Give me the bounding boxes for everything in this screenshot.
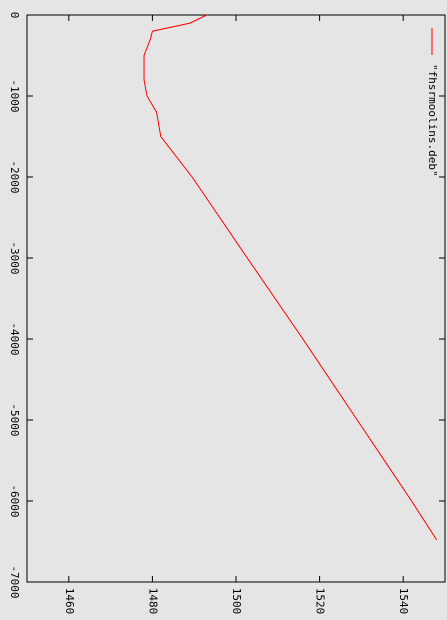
x-tick-label: -1000 [8, 79, 21, 112]
data-line [143, 14, 438, 541]
x-tick-label: -3000 [8, 241, 21, 274]
y-tick-label: 1540 [397, 588, 410, 615]
x-tick-label: -5000 [8, 403, 21, 436]
y-tick-label: 1460 [63, 588, 76, 615]
legend-label: "fhsrmoolins.deb" [426, 64, 439, 177]
x-tick-label: -4000 [8, 322, 21, 355]
y-tick-label: 1520 [314, 588, 327, 615]
y-tick-label: 1480 [146, 588, 159, 615]
x-tick-label: 0 [8, 12, 21, 19]
y-tick-label: 1500 [230, 588, 243, 615]
x-tick-label: -7000 [8, 565, 21, 598]
x-tick-label: -2000 [8, 160, 21, 193]
x-tick-label: -6000 [8, 484, 21, 517]
